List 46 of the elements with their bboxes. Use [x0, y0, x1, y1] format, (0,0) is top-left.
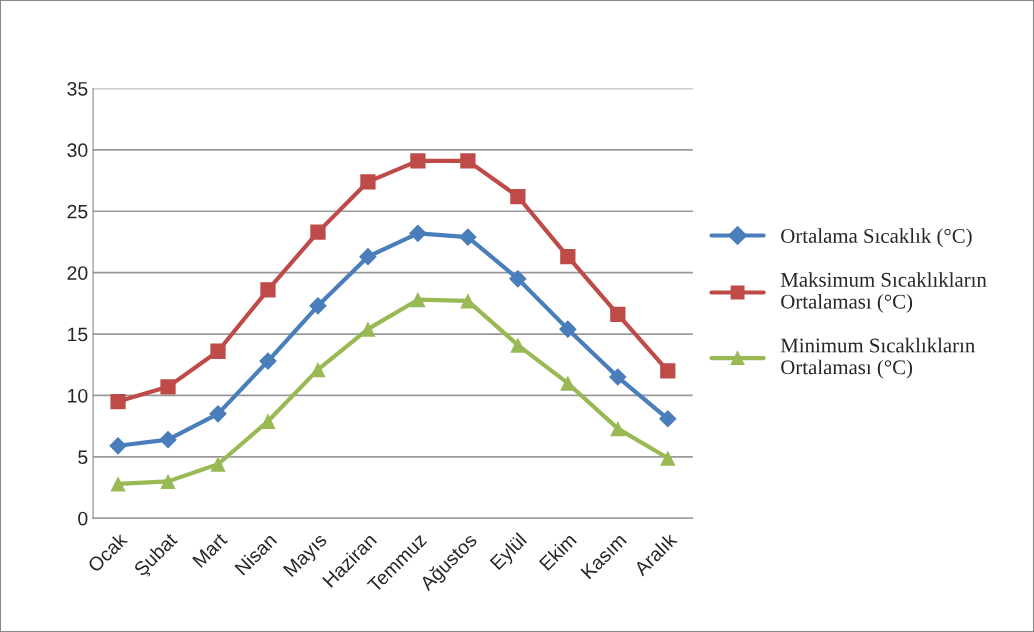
point — [610, 306, 626, 323]
point — [209, 405, 227, 423]
point — [608, 368, 627, 386]
legend-label: Ortalama Sıcaklık (°C) — [781, 228, 972, 248]
point — [610, 420, 626, 437]
point — [510, 337, 526, 353]
legend-label: Minimum Sıcaklıkların Ortalaması (°C) — [780, 337, 975, 379]
point — [510, 188, 526, 205]
y-tick-label: 30 — [67, 143, 88, 158]
point — [260, 413, 276, 429]
y-tick-label: 10 — [68, 388, 88, 403]
point — [259, 352, 277, 370]
point — [409, 224, 427, 243]
point — [159, 430, 177, 449]
point — [160, 379, 176, 395]
point — [460, 153, 476, 169]
point — [559, 320, 577, 338]
y-tick-label: 15 — [68, 327, 88, 342]
point — [410, 153, 426, 169]
point — [560, 249, 576, 265]
point — [360, 321, 376, 337]
point — [309, 296, 327, 315]
point — [359, 247, 377, 266]
point — [160, 473, 176, 490]
point — [210, 456, 226, 472]
point — [459, 228, 477, 246]
point — [660, 363, 676, 379]
y-tick-label: 25 — [67, 204, 88, 219]
point — [110, 393, 126, 410]
point — [509, 269, 527, 288]
point — [210, 343, 226, 359]
point — [360, 174, 376, 190]
point — [110, 476, 126, 492]
point — [310, 362, 326, 378]
y-tick-label: 20 — [67, 266, 88, 280]
point — [260, 282, 276, 298]
point — [310, 224, 326, 240]
legend-label: Maksimum Sıcaklıkların Ortalaması (°C) — [780, 272, 987, 313]
point — [460, 293, 476, 309]
point — [410, 292, 426, 308]
point — [660, 450, 676, 466]
y-tick-label: 35 — [67, 81, 88, 96]
point — [658, 409, 677, 428]
point — [109, 436, 127, 455]
y-tick-label: 5 — [78, 450, 88, 465]
y-tick-label: 0 — [78, 511, 88, 526]
